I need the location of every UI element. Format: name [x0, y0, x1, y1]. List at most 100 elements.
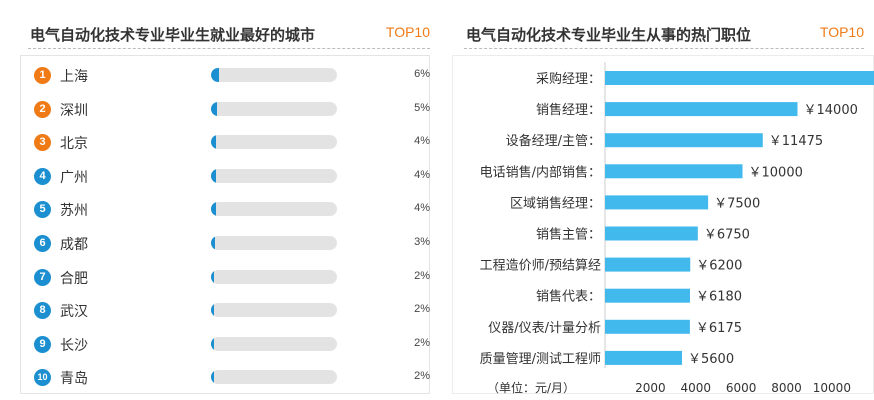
city-share-label: 2% [414, 370, 430, 383]
salary-bar [605, 350, 682, 365]
city-name: 青岛 [60, 371, 88, 388]
city-share-label: 5% [414, 101, 430, 114]
city-share-bar [211, 68, 219, 82]
city-name: 合肥 [60, 270, 88, 287]
city-name: 成都 [60, 236, 88, 253]
city-share-label: 2% [414, 336, 430, 349]
city-share-track [211, 336, 337, 351]
rank-badge: 6 [34, 234, 51, 252]
unit-label: （单位：元/月） [487, 380, 575, 395]
salary-value-label: ￥11475 [769, 134, 823, 149]
city-share-label: 4% [414, 135, 430, 148]
city-row: 1 上海 6% [34, 60, 434, 94]
city-share-bar [211, 235, 215, 250]
city-row: 4 广州 4% [34, 161, 434, 195]
salary-value-label: ￥14000 [804, 103, 858, 118]
rank-badge: 2 [34, 100, 51, 118]
city-share-bar [211, 269, 214, 284]
city-row: 10 青岛 2% [34, 362, 434, 396]
category-label: 销售经理： [536, 102, 601, 118]
salary-bar [605, 133, 763, 148]
salary-bar [605, 226, 698, 241]
hot-jobs-panel: 电气自动化技术专业毕业生从事的热门职位 TOP10 采购经理：￥30500销售经… [452, 0, 874, 400]
rank-badge: 4 [34, 167, 51, 185]
city-share-track [211, 269, 337, 284]
salary-bar [605, 257, 691, 272]
city-share-label: 2% [414, 269, 430, 282]
city-share-track [211, 101, 337, 116]
rank-badge: 9 [34, 335, 51, 353]
rank-badge: 8 [34, 302, 51, 320]
city-share-track [211, 135, 337, 150]
top-cities-tag: TOP10 [385, 24, 430, 40]
city-share-bar [211, 202, 217, 217]
salary-bar [605, 288, 690, 303]
rank-badge: 3 [34, 134, 51, 152]
city-share-bar [211, 370, 214, 385]
category-label: 仪器/仪表/计量分析 [488, 321, 601, 336]
city-share-label: 3% [414, 235, 430, 248]
header-divider [28, 48, 430, 49]
category-label: 设备经理/主管： [506, 133, 601, 149]
city-share-bar [211, 336, 214, 351]
rank-badge: 1 [34, 67, 51, 84]
salary-value-label: ￥6200 [696, 259, 742, 274]
top-cities-title: 电气自动化技术专业毕业生就业最好的城市 [30, 26, 316, 44]
city-list: 1 上海 6% 2 深圳 5% 3 北京 4% 4 广州 4% 5 苏州 4% 6 成都 3% 7 合肥 2% 8 武汉 2%… [34, 60, 434, 396]
salary-value-label: ￥6750 [704, 228, 750, 243]
salary-bar [605, 319, 690, 334]
hot-jobs-title: 电气自动化技术专业毕业生从事的热门职位 [466, 26, 752, 44]
city-name: 上海 [60, 69, 88, 85]
city-share-label: 4% [414, 202, 430, 215]
hot-jobs-bar-chart: 采购经理：￥30500销售经理：￥14000设备经理/主管：￥11475电话销售… [480, 62, 874, 395]
x-tick-label: 10000 [813, 381, 851, 395]
salary-bar [605, 71, 874, 85]
city-row: 5 苏州 4% [34, 194, 434, 228]
x-tick-label: 4000 [680, 381, 711, 395]
category-label: 销售主管： [536, 227, 601, 243]
city-name: 广州 [60, 169, 88, 186]
city-row: 8 武汉 2% [34, 295, 434, 329]
city-name: 深圳 [60, 102, 88, 119]
city-row: 9 长沙 2% [34, 329, 434, 363]
city-share-track [211, 370, 337, 385]
city-share-bar [211, 101, 218, 116]
top-cities-box [20, 55, 430, 394]
city-name: 长沙 [60, 337, 88, 354]
city-share-track [211, 168, 337, 183]
salary-bar [605, 102, 798, 117]
city-share-track [211, 68, 337, 82]
city-row: 3 北京 4% [34, 127, 434, 161]
salary-value-label: ￥6180 [696, 290, 742, 305]
category-label: 工程造价师/预结算经 [480, 259, 601, 274]
hot-jobs-header: 电气自动化技术专业毕业生从事的热门职位 TOP10 [452, 18, 874, 49]
x-tick-label: 8000 [771, 381, 802, 395]
city-share-bar [211, 303, 214, 318]
city-share-track [211, 202, 337, 217]
salary-value-label: ￥5600 [688, 352, 734, 367]
city-share-label: 2% [414, 303, 430, 316]
top-cities-header: 电气自动化技术专业毕业生就业最好的城市 TOP10 [0, 18, 440, 49]
city-name: 苏州 [60, 203, 88, 220]
x-tick-label: 6000 [726, 381, 757, 395]
city-row: 2 深圳 5% [34, 94, 434, 128]
salary-value-label: ￥6175 [696, 321, 742, 336]
city-share-bar [211, 135, 217, 150]
hot-jobs-tag: TOP10 [819, 24, 864, 40]
city-share-track [211, 235, 337, 250]
rank-badge: 5 [34, 201, 51, 219]
city-row: 7 合肥 2% [34, 262, 434, 296]
top-cities-panel: 电气自动化技术专业毕业生就业最好的城市 TOP10 1 上海 6% 2 深圳 5% 3 北京 4… [0, 18, 440, 396]
city-share-bar [211, 168, 217, 183]
header-divider [464, 48, 864, 49]
category-label: 区域销售经理： [510, 195, 601, 211]
city-share-label: 6% [414, 68, 430, 80]
city-name: 武汉 [60, 304, 88, 321]
salary-bar [605, 195, 709, 210]
category-label: 采购经理： [536, 71, 601, 87]
rank-badge: 10 [34, 369, 51, 387]
salary-value-label: ￥7500 [714, 196, 760, 211]
x-tick-label: 2000 [635, 381, 666, 395]
category-label: 电话销售/内部销售： [480, 164, 601, 180]
salary-value-label: ￥10000 [749, 165, 803, 180]
